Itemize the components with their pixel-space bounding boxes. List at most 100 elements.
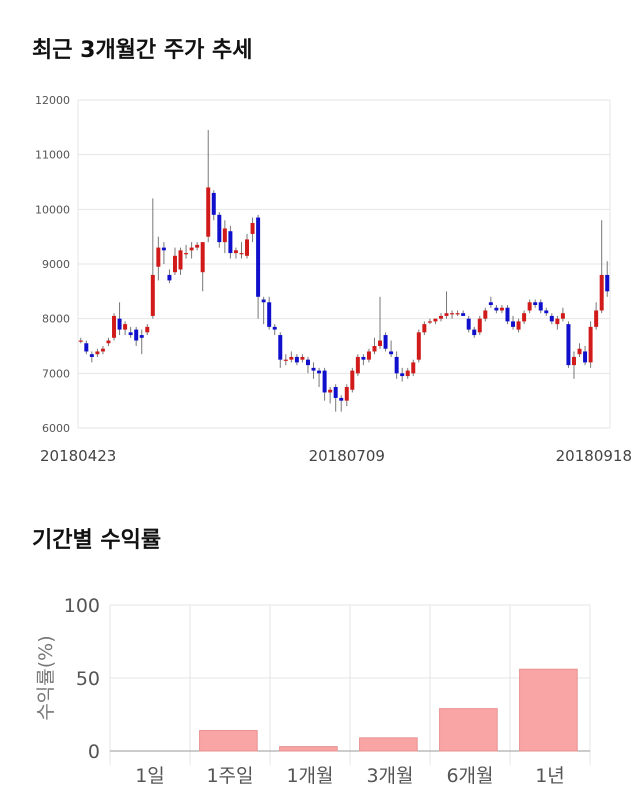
candle-body <box>350 370 355 390</box>
candle-body <box>488 302 493 305</box>
return-bar <box>359 737 418 752</box>
candle-body <box>433 318 438 322</box>
candle-body <box>477 318 482 333</box>
candle-body <box>139 335 144 338</box>
candle-body <box>106 340 111 344</box>
x-tick-label: 1년 <box>535 765 565 787</box>
candle-body <box>378 340 383 346</box>
candle-body <box>555 318 560 325</box>
candle-body <box>450 313 455 315</box>
candle-body <box>444 313 449 316</box>
candle-body <box>461 313 466 316</box>
candle-body <box>544 310 549 314</box>
candle-body <box>78 340 83 342</box>
x-tick-label: 20180918 <box>556 447 632 465</box>
candle-body <box>100 348 105 352</box>
candle-body <box>394 356 399 374</box>
candle-body <box>228 231 233 254</box>
candle-body <box>605 274 610 292</box>
candle-body <box>383 335 388 349</box>
candle-body <box>361 356 366 360</box>
y-tick-label: 8000 <box>42 313 70 326</box>
candle-body <box>344 387 349 401</box>
candle-body <box>272 326 277 330</box>
return-bar <box>439 708 498 752</box>
y-tick-label: 7000 <box>42 367 70 380</box>
y-tick-label: 10000 <box>35 203 70 216</box>
candle-body <box>438 315 443 319</box>
candle-body <box>322 370 327 393</box>
candle-body <box>328 389 333 393</box>
candle-body <box>522 313 527 322</box>
candle-body <box>211 192 216 215</box>
candle-body <box>189 247 194 251</box>
return-bar <box>279 746 338 752</box>
candle-body <box>128 332 133 336</box>
candle-body <box>588 326 593 363</box>
candle-body <box>405 370 410 377</box>
candle-body <box>239 253 244 255</box>
candle-body <box>172 255 177 273</box>
x-tick-label: 20180423 <box>40 447 116 465</box>
candle-body <box>178 250 183 270</box>
candle-body <box>594 310 599 327</box>
candle-body <box>278 335 283 360</box>
y-axis-title: 수익률(%) <box>35 635 57 720</box>
candle-body <box>123 324 128 330</box>
candle-body <box>511 321 516 327</box>
y-tick-label: 50 <box>76 668 100 690</box>
candle-body <box>233 250 238 254</box>
candle-body <box>527 302 532 311</box>
candle-body <box>583 351 588 363</box>
y-tick-label: 0 <box>88 741 100 763</box>
x-tick-label: 3개월 <box>366 765 413 787</box>
candle-body <box>333 387 338 398</box>
candle-body <box>256 217 261 297</box>
candle-body <box>455 313 460 315</box>
candle-body <box>195 244 200 248</box>
candle-body <box>267 302 272 327</box>
candle-body <box>206 187 211 237</box>
candle-body <box>372 346 377 352</box>
candle-body <box>494 307 499 311</box>
candle-body <box>167 274 172 281</box>
candle-body <box>134 329 139 341</box>
candle-body <box>245 239 250 256</box>
candle-body <box>566 324 571 366</box>
candle-body <box>283 359 288 361</box>
candle-body <box>411 362 416 374</box>
candle-body <box>294 356 299 363</box>
candle-body <box>300 356 305 360</box>
y-tick-label: 11000 <box>35 149 70 162</box>
candle-body <box>577 348 582 355</box>
y-tick-label: 100 <box>64 595 100 617</box>
candle-body <box>150 274 155 316</box>
candle-body <box>483 310 488 319</box>
y-tick-label: 9000 <box>42 258 70 271</box>
candle-body <box>117 318 122 330</box>
period-return-title: 기간별 수익률 <box>32 528 162 553</box>
candle-body <box>222 228 227 243</box>
candle-body <box>311 367 316 371</box>
candle-body <box>366 351 371 360</box>
candle-body <box>145 326 150 333</box>
candle-body <box>261 299 266 303</box>
candle-body <box>89 354 94 357</box>
candle-body <box>184 253 189 255</box>
x-tick-label: 6개월 <box>446 765 493 787</box>
candle-body <box>466 318 471 330</box>
x-tick-label: 1일 <box>135 765 165 787</box>
candle-body <box>571 356 576 366</box>
candle-body <box>400 373 405 377</box>
y-tick-label: 6000 <box>42 422 70 435</box>
candle-body <box>317 370 322 374</box>
candle-body <box>533 302 538 305</box>
stock-trend-title: 최근 3개월간 주가 추세 <box>32 38 253 63</box>
candle-body <box>112 315 117 338</box>
candle-body <box>156 247 161 267</box>
candle-body <box>560 313 565 319</box>
candle-body <box>416 332 421 360</box>
candle-body <box>95 351 100 355</box>
x-tick-label: 1개월 <box>286 765 333 787</box>
candle-body <box>427 321 432 323</box>
